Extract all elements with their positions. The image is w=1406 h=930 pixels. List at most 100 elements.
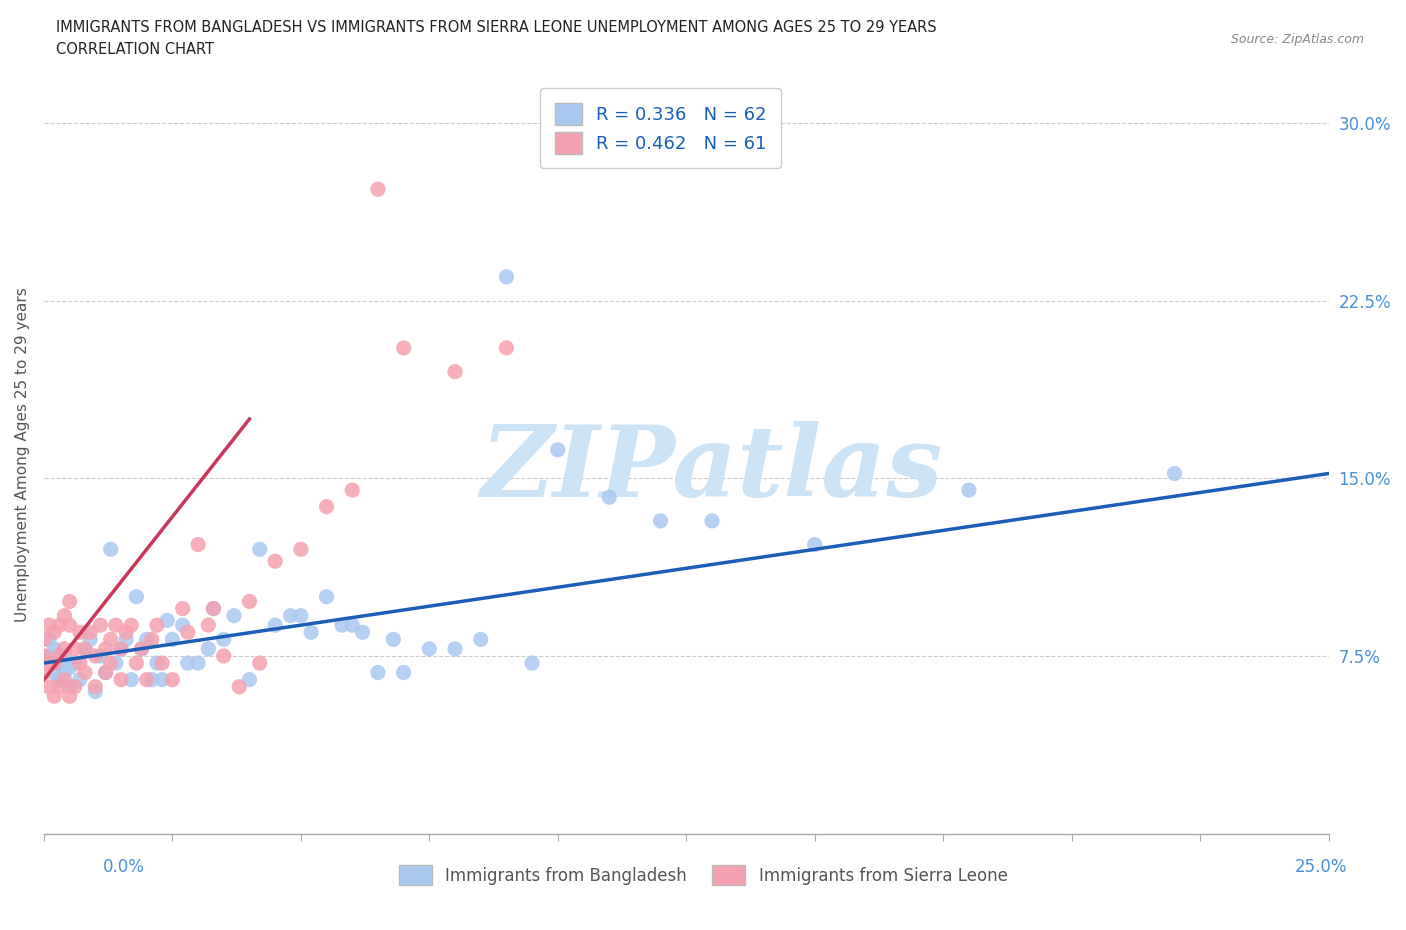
Point [290, 542, 312, 557]
Point [177, 625, 200, 640]
Point [125, 590, 148, 604]
Point [38, 656, 60, 671]
Point [547, 443, 569, 458]
Point [32, 631, 55, 646]
Point [146, 618, 169, 632]
Point [444, 642, 467, 657]
Point [100, 631, 122, 646]
Point [141, 631, 163, 646]
Point [100, 542, 122, 557]
Point [58, 689, 80, 704]
Text: IMMIGRANTS FROM BANGLADESH VS IMMIGRANTS FROM SIERRA LEONE UNEMPLOYMENT AMONG AG: IMMIGRANTS FROM BANGLADESH VS IMMIGRANTS… [56, 20, 936, 35]
Point [315, 590, 337, 604]
Point [69, 656, 91, 671]
Point [120, 618, 142, 632]
Point [150, 656, 173, 671]
Point [1163, 466, 1185, 481]
Point [495, 340, 517, 355]
Point [73, 642, 96, 657]
Point [700, 513, 723, 528]
Point [156, 613, 179, 628]
Point [110, 672, 132, 687]
Point [63, 679, 86, 694]
Point [392, 665, 415, 680]
Point [58, 679, 80, 694]
Point [162, 672, 184, 687]
Point [367, 665, 389, 680]
Point [44, 656, 66, 671]
Point [290, 608, 312, 623]
Point [100, 656, 122, 671]
Point [131, 642, 153, 657]
Point [172, 601, 194, 616]
Point [352, 625, 374, 640]
Point [104, 656, 127, 671]
Point [53, 665, 76, 680]
Point [367, 181, 389, 196]
Point [44, 665, 66, 680]
Text: ZIPatlas: ZIPatlas [481, 421, 943, 518]
Point [94, 665, 117, 680]
Point [520, 656, 543, 671]
Point [187, 656, 209, 671]
Point [202, 601, 225, 616]
Point [212, 648, 235, 663]
Point [315, 499, 337, 514]
Point [418, 642, 440, 657]
Point [202, 601, 225, 616]
Point [53, 642, 76, 657]
Point [73, 665, 96, 680]
Point [495, 270, 517, 285]
Point [115, 631, 138, 646]
Point [89, 648, 111, 663]
Point [238, 594, 260, 609]
Point [63, 656, 86, 671]
Point [110, 642, 132, 657]
Text: 0.0%: 0.0% [103, 857, 145, 876]
Text: CORRELATION CHART: CORRELATION CHART [56, 42, 214, 57]
Point [110, 642, 132, 657]
Point [342, 483, 364, 498]
Point [382, 631, 405, 646]
Point [32, 648, 55, 663]
Point [63, 642, 86, 657]
Point [84, 648, 107, 663]
Point [94, 665, 117, 680]
Text: Source: ZipAtlas.com: Source: ZipAtlas.com [1230, 33, 1364, 46]
Point [392, 340, 415, 355]
Point [342, 618, 364, 632]
Point [150, 672, 173, 687]
Point [222, 608, 245, 623]
Point [38, 648, 60, 663]
Point [264, 618, 287, 632]
Point [162, 631, 184, 646]
Point [135, 672, 157, 687]
Point [94, 642, 117, 657]
Point [177, 656, 200, 671]
Point [141, 672, 163, 687]
Point [280, 608, 302, 623]
Point [73, 642, 96, 657]
Point [957, 483, 980, 498]
Point [120, 672, 142, 687]
Point [131, 642, 153, 657]
Point [58, 660, 80, 675]
Point [48, 672, 70, 687]
Point [444, 365, 467, 379]
Point [197, 642, 219, 657]
Point [48, 648, 70, 663]
Point [187, 538, 209, 552]
Point [89, 618, 111, 632]
Point [44, 642, 66, 657]
Point [104, 618, 127, 632]
Point [125, 656, 148, 671]
Point [48, 679, 70, 694]
Legend: Immigrants from Bangladesh, Immigrants from Sierra Leone: Immigrants from Bangladesh, Immigrants f… [392, 858, 1014, 892]
Point [212, 631, 235, 646]
Point [135, 631, 157, 646]
Point [79, 631, 101, 646]
Point [58, 594, 80, 609]
Point [172, 618, 194, 632]
Point [146, 656, 169, 671]
Point [115, 625, 138, 640]
